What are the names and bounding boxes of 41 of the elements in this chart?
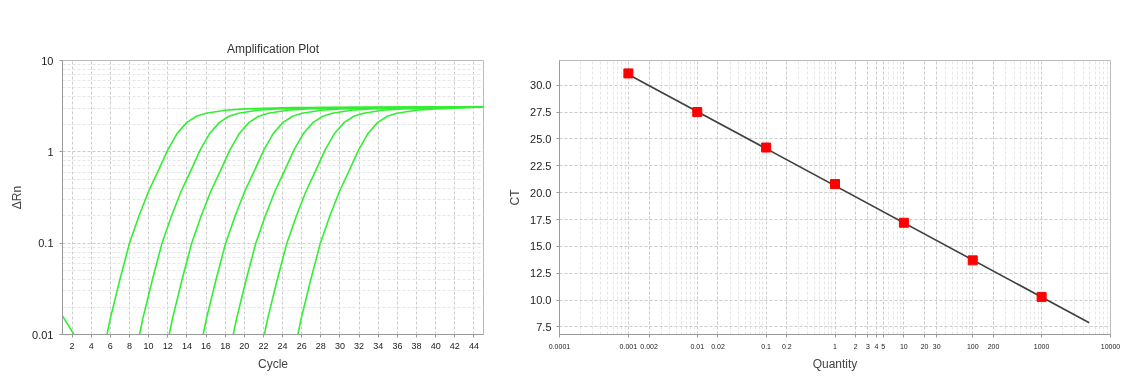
x-tick-label: 38 [411,340,422,351]
x-tick-label: 32 [354,340,365,351]
x-axis-title: Cycle [258,356,289,371]
x-tick-label: 42 [449,340,460,351]
x-tick-label: 18 [220,340,231,351]
y-tick-label: 22.5 [530,159,552,172]
x-tick-label: 6 [107,340,113,351]
x-axis-title: Quantity [812,356,858,371]
y-tick-label: 1 [47,145,54,158]
x-tick-label: 26 [296,340,307,351]
y-tick-label: 15.0 [530,240,552,253]
y-tick-label: 10.0 [530,294,552,307]
x-tick-label: 20 [239,340,250,351]
y-tick-label: 17.5 [530,213,552,226]
y-tick-label: 10 [41,54,54,67]
y-tick-label: 30.0 [530,79,552,92]
y-tick-label: 20.0 [530,186,552,199]
y-tick-label: 25.0 [530,132,552,145]
x-tick-label: 40 [430,340,441,351]
x-tick-label: 12 [162,340,173,351]
x-tick-label: 10 [143,340,154,351]
y-tick-label: 0.1 [38,237,54,250]
x-tick-label: 36 [392,340,403,351]
y-axis-title: ΔRn [10,185,25,210]
y-tick-label: 12.5 [530,267,552,280]
chart-title: Amplification Plot [226,41,320,56]
x-tick-label: 2 [69,340,75,351]
x-tick-label: 24 [277,340,288,351]
x-tick-label: 16 [201,340,212,351]
y-tick-label: 0.01 [32,328,54,341]
x-tick-label: 22 [258,340,269,351]
y-tick-label: 27.5 [530,106,552,119]
x-tick-label: 44 [468,340,479,351]
y-tick-label: 7.5 [536,320,552,333]
y-axis-title: CT [508,188,523,206]
x-tick-label: 8 [126,340,132,351]
x-tick-label: 4 [88,340,94,351]
x-tick-label: 30 [334,340,345,351]
x-tick-label: 34 [373,340,384,351]
x-tick-label: 14 [181,340,192,351]
x-tick-label: 28 [315,340,326,351]
